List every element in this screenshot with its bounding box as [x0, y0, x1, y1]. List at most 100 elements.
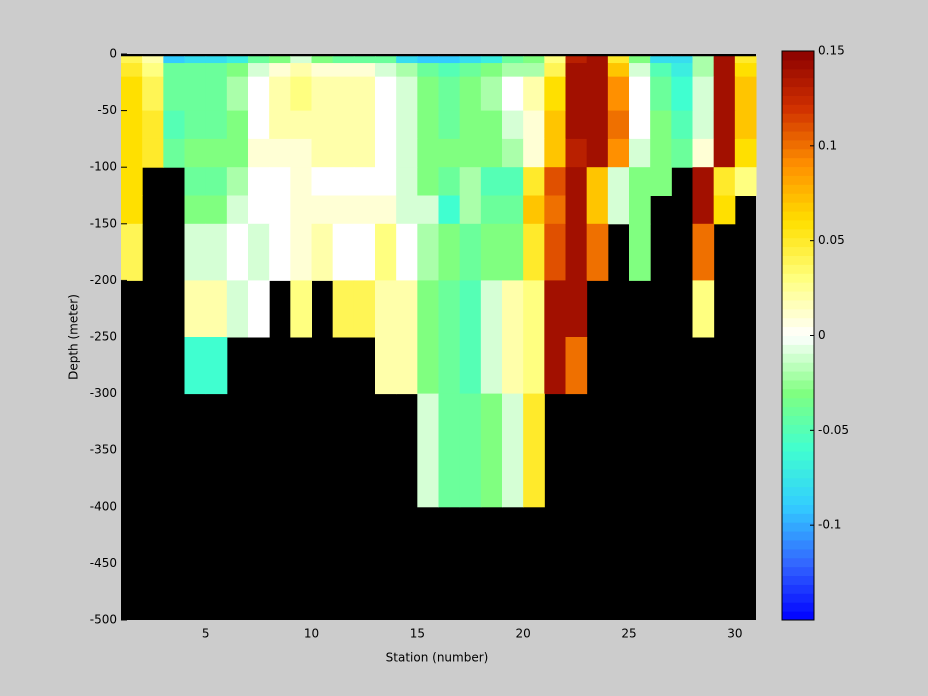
cell: [692, 223, 715, 281]
cell: [586, 223, 609, 281]
cell: [396, 110, 418, 140]
colorbar-step: [782, 219, 814, 230]
cell: [353, 63, 376, 78]
cell: [734, 138, 757, 168]
colorbar-tick-label: 0.05: [818, 233, 845, 247]
cell: [692, 167, 715, 196]
cell: [607, 63, 630, 78]
cell: [205, 63, 228, 78]
cell: [417, 280, 439, 338]
y-axis-label: Depth (meter): [67, 294, 81, 380]
cell: [480, 167, 503, 196]
cell: [502, 76, 524, 112]
colorbar-step: [782, 362, 814, 372]
cell: [544, 110, 566, 140]
colorbar-step: [782, 291, 814, 301]
cell: [544, 63, 566, 78]
colorbar-step: [782, 184, 814, 194]
cell: [205, 56, 228, 64]
colorbar-step: [782, 228, 814, 239]
cell: [438, 110, 461, 140]
colorbar-step: [782, 59, 814, 70]
cell: [586, 76, 609, 112]
cell: [290, 167, 312, 196]
cell: [142, 76, 164, 112]
colorbar-tick-label: 0.1: [818, 138, 837, 152]
cell: [121, 195, 143, 225]
cell: [502, 56, 524, 64]
cell: [396, 337, 418, 395]
cell: [290, 223, 312, 281]
y-tick-label: 0: [109, 47, 117, 61]
cell: [290, 56, 312, 64]
cell: [438, 63, 461, 78]
x-tick-label: 15: [410, 627, 425, 641]
cell: [375, 223, 397, 281]
colorbar-step: [782, 504, 814, 514]
cell: [523, 337, 545, 395]
cell: [523, 223, 545, 281]
cell: [438, 138, 461, 168]
cell: [417, 138, 439, 168]
cell: [523, 110, 545, 140]
colorbar-step: [782, 486, 814, 497]
cell: [459, 195, 482, 225]
cell: [480, 393, 503, 508]
cell: [311, 63, 334, 78]
cell: [502, 167, 524, 196]
cell: [586, 167, 609, 196]
colorbar-step: [782, 406, 814, 417]
cell: [248, 195, 270, 225]
cell: [480, 56, 503, 64]
cell: [184, 195, 207, 225]
cell: [142, 110, 164, 140]
cell: [417, 110, 439, 140]
cell: [629, 110, 651, 140]
cell: [565, 63, 588, 78]
cell: [205, 195, 228, 225]
cell: [586, 56, 609, 64]
cell: [607, 56, 630, 64]
cell: [375, 56, 397, 64]
colorbar-step: [782, 353, 814, 363]
cell: [290, 110, 312, 140]
cell: [480, 195, 503, 225]
colorbar-step: [782, 468, 814, 479]
cell: [332, 56, 355, 64]
cell: [269, 76, 291, 112]
cell: [311, 110, 334, 140]
cell: [544, 223, 566, 281]
y-tick-label: -100: [90, 160, 117, 174]
cell: [184, 110, 207, 140]
colorbar-step: [782, 442, 814, 452]
cell: [544, 167, 566, 196]
y-tick-label: -350: [90, 443, 117, 457]
cell: [226, 138, 249, 168]
cell: [396, 223, 418, 281]
cell: [184, 280, 207, 338]
cell: [480, 138, 503, 168]
cell: [205, 138, 228, 168]
colorbar-step: [782, 51, 814, 61]
cell: [248, 280, 270, 338]
cell: [671, 76, 693, 112]
x-tick-label: 20: [516, 627, 531, 641]
cell: [734, 63, 757, 78]
cell: [142, 138, 164, 168]
cell: [121, 138, 143, 168]
cell: [353, 138, 376, 168]
cell: [523, 56, 545, 64]
cell: [269, 110, 291, 140]
cell: [586, 63, 609, 78]
cell: [375, 76, 397, 112]
cell: [734, 56, 757, 64]
colorbar-step: [782, 415, 814, 425]
cell: [311, 223, 334, 281]
cell: [459, 337, 482, 395]
cell: [480, 280, 503, 338]
colorbar-step: [782, 344, 814, 354]
cell: [290, 138, 312, 168]
colorbar-step: [782, 566, 814, 577]
cell: [459, 56, 482, 64]
colorbar-step: [782, 131, 814, 141]
